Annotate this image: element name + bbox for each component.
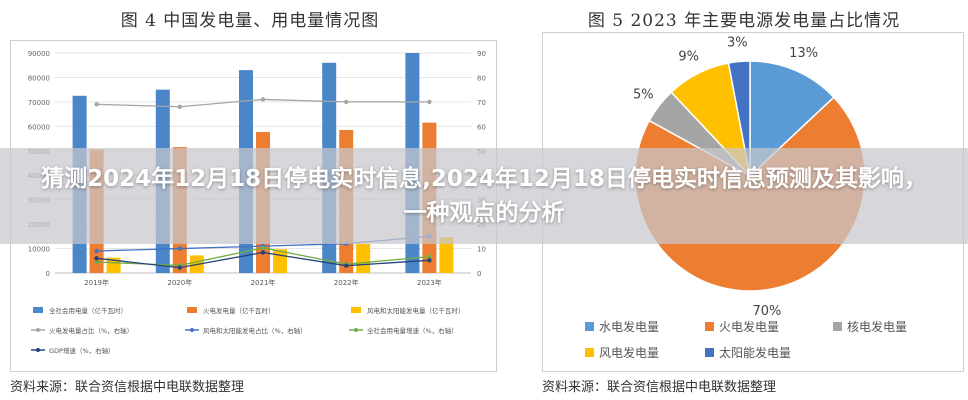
legend-label-6: GDP增速（%，右轴）	[49, 346, 115, 355]
legend-label-4: 风电和太阳能发电占比（%，右轴）	[203, 326, 307, 335]
legend-swatch-4	[705, 348, 714, 357]
point-3-3	[344, 99, 349, 105]
point-3-2	[260, 97, 266, 102]
y-left-tick-label: 60000	[28, 123, 50, 131]
point-3-4	[427, 99, 432, 105]
x-tick-label: 2020年	[167, 278, 192, 287]
legend-swatch-2	[833, 322, 842, 331]
point-6-1	[177, 265, 182, 270]
point-6-2	[260, 250, 266, 255]
figure-5-title: 图 5 2023 年主要电源发电量占比情况	[587, 11, 901, 31]
legend-label-0: 全社会用电量（亿千瓦时）	[49, 306, 127, 315]
pie-label-1: 70%	[752, 304, 781, 319]
legend-marker-6	[36, 348, 40, 352]
x-tick-label: 2023年	[417, 278, 442, 287]
figure-4-title: 图 4 中国发电量、用电量情况图	[120, 11, 380, 31]
point-3-0	[94, 102, 99, 107]
legend-label-4: 太阳能发电量	[719, 345, 791, 360]
legend-label-5: 全社会用电量增速（%，右轴）	[367, 326, 458, 335]
point-5-4	[427, 254, 432, 259]
x-tick-label: 2022年	[334, 278, 359, 287]
pie-label-0: 13%	[789, 46, 818, 61]
y-left-tick-label: 70000	[28, 99, 50, 107]
y-right-tick-label: 70	[477, 99, 486, 107]
y-left-tick-label: 80000	[28, 74, 50, 82]
bar-2-4	[439, 237, 454, 273]
legend-swatch-2	[351, 307, 361, 313]
legend-swatch-0	[585, 322, 594, 331]
legend-swatch-1	[187, 307, 197, 313]
pie-slice-0	[749, 60, 835, 178]
point-3-1	[177, 104, 182, 109]
legend-label-1: 火电发电量	[719, 319, 779, 334]
x-tick-label: 2021年	[251, 278, 276, 287]
bar-2-0	[106, 257, 121, 273]
y-right-tick-label: 0	[477, 270, 481, 278]
pie-label-2: 5%	[633, 87, 654, 102]
y-left-tick-label: 0	[46, 270, 50, 278]
point-6-0	[94, 256, 99, 261]
point-6-4	[427, 258, 432, 263]
pie-slice-4	[727, 60, 751, 177]
pie-label-4: 3%	[727, 36, 748, 51]
point-4-1	[177, 246, 182, 251]
point-5-0	[94, 259, 99, 265]
legend-label-2: 核电发电量	[847, 319, 907, 334]
legend-swatch-1	[705, 322, 714, 331]
bar-2-2	[273, 249, 287, 273]
point-5-2	[260, 245, 266, 251]
legend-marker-4	[190, 328, 194, 332]
legend-marker-5	[354, 328, 358, 332]
headline-banner: 猜测2024年12月18日停电实时信息,2024年12月18日停电实时信息预测及…	[0, 148, 968, 244]
y-right-tick-label: 10	[477, 246, 486, 254]
bar-2-3	[356, 243, 371, 273]
y-left-tick-label: 90000	[28, 50, 50, 58]
legend-label-3: 火电发电量占比（%，右轴）	[49, 326, 133, 335]
figure-5-source: 资料来源：联合资信根据中电联数据整理	[542, 380, 777, 395]
y-right-tick-label: 80	[477, 74, 486, 82]
figure-4-source: 资料来源：联合资信根据中电联数据整理	[10, 380, 245, 395]
legend-swatch-3	[585, 348, 594, 357]
point-4-0	[94, 248, 99, 254]
y-left-tick-label: 10000	[28, 246, 50, 254]
legend-swatch-0	[33, 307, 43, 313]
y-right-tick-label: 60	[477, 123, 486, 131]
y-right-tick-label: 90	[477, 50, 486, 58]
x-tick-label: 2019年	[84, 278, 109, 287]
point-6-3	[344, 263, 349, 268]
legend-marker-3	[36, 328, 40, 332]
legend-label-2: 风电和太阳能发电量（亿千瓦时）	[367, 306, 465, 315]
legend-label-1: 火电发电量（亿千瓦时）	[203, 306, 275, 315]
pie-label-3: 9%	[678, 50, 699, 65]
legend-label-3: 风电发电量	[599, 345, 659, 360]
headline-text[interactable]: 猜测2024年12月18日停电实时信息,2024年12月18日停电实时信息预测及…	[41, 166, 927, 226]
legend-label-0: 水电发电量	[599, 319, 659, 334]
